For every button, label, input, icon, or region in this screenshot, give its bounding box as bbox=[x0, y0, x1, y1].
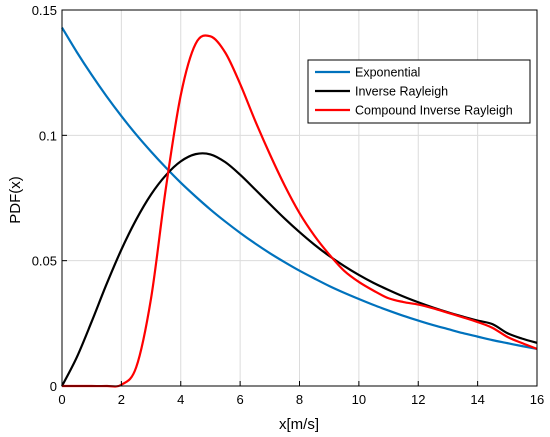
x-tick-label: 12 bbox=[411, 392, 425, 407]
y-tick-label: 0 bbox=[50, 379, 57, 394]
series-line-exponential bbox=[61, 26, 538, 350]
x-tick-label: 0 bbox=[58, 392, 65, 407]
y-axis-label: PDF(x) bbox=[7, 176, 24, 224]
x-tick-label: 4 bbox=[177, 392, 184, 407]
x-tick-label: 14 bbox=[470, 392, 484, 407]
x-tick-label: 2 bbox=[118, 392, 125, 407]
series-lines bbox=[61, 26, 538, 388]
x-tick-label: 8 bbox=[296, 392, 303, 407]
x-tick-label: 10 bbox=[352, 392, 366, 407]
legend-label: Inverse Rayleigh bbox=[355, 85, 448, 99]
y-tick-label: 0.05 bbox=[32, 254, 57, 269]
y-tick-label: 0.15 bbox=[32, 3, 57, 18]
legend-label: Exponential bbox=[355, 66, 420, 80]
y-tick-label: 0.1 bbox=[39, 128, 57, 143]
x-tick-label: 6 bbox=[237, 392, 244, 407]
x-tick-label: 16 bbox=[530, 392, 544, 407]
y-axis-ticks: 0 0.05 0.1 0.15 bbox=[32, 3, 67, 394]
x-axis-label: x[m/s] bbox=[279, 416, 319, 433]
legend: Exponential Inverse Rayleigh Compound Inve… bbox=[307, 59, 531, 124]
series-line-compound-inverse-rayleigh bbox=[62, 34, 538, 388]
legend-label: Compound Inverse Rayleigh bbox=[355, 104, 513, 118]
x-axis-ticks: 0 2 4 6 8 10 12 14 16 bbox=[58, 381, 544, 407]
